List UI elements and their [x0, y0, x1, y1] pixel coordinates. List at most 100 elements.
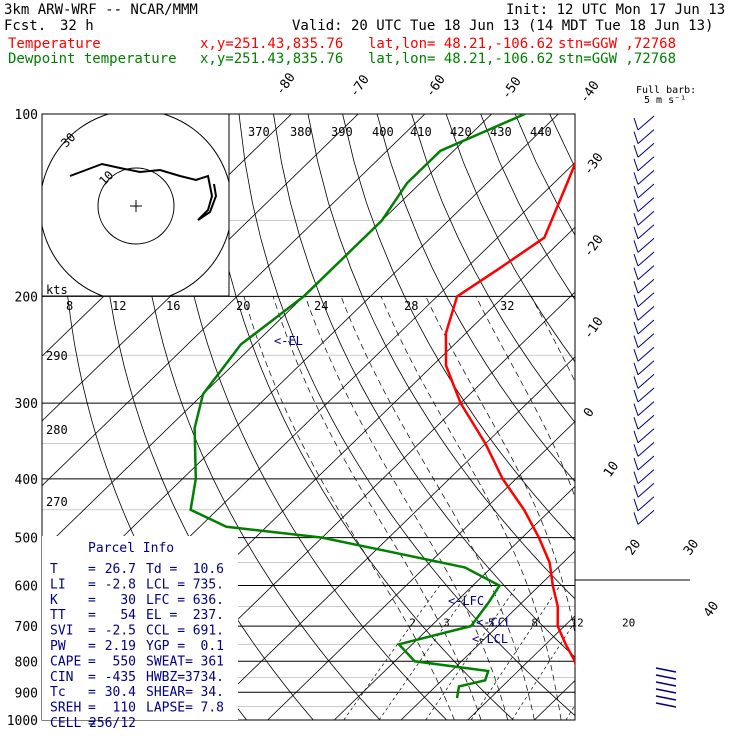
isotherm-label: 40: [701, 599, 722, 620]
temp-stn: stn=GGW ,72768: [558, 36, 677, 52]
wind-barb-shaft: [633, 213, 639, 226]
isotherm-label: 30: [681, 537, 702, 558]
parcel-row-value2: 3734.: [185, 670, 224, 685]
moist-adiabat-line: [243, 296, 455, 720]
dry-adiabat-line: [619, 114, 740, 720]
wind-barb-flag: [637, 401, 655, 416]
isotherm-label: -30: [581, 150, 607, 178]
moist-adiabat-line: [272, 296, 482, 720]
parcel-row-eq: =: [88, 654, 96, 669]
wind-barb-flag: [637, 115, 655, 131]
isotherm-label: -40: [577, 78, 603, 106]
parcel-row-eq: =: [88, 562, 96, 577]
wind-barb-flag: [637, 442, 655, 457]
isotherm-label: -80: [273, 70, 299, 98]
parcel-row-label2: Td =: [146, 562, 177, 577]
wind-barb-shaft: [633, 308, 639, 321]
wind-barb-flag: [637, 292, 655, 308]
pressure-tick-label: 700: [15, 620, 38, 635]
wind-barb-shaft: [633, 185, 639, 199]
pressure-tick-label: 500: [15, 532, 38, 547]
wind-barb-flag: [637, 510, 655, 525]
parcel-row-value: -2.8: [105, 577, 136, 592]
wind-barb-shaft: [633, 403, 639, 416]
wind-barb: [633, 482, 655, 498]
mixing-ratio-label: 8: [531, 616, 538, 629]
moist-adiabat-line: [380, 296, 562, 720]
plot-border: [41, 113, 576, 721]
isotherm-label: -20: [581, 232, 607, 260]
wind-barb: [633, 292, 655, 308]
wind-barb-flag: [637, 469, 655, 484]
pressure-tick-label: 200: [15, 290, 38, 305]
hodo-speed-label: 16: [166, 299, 180, 313]
dew-latlon: lat,lon= 48.21,-106.62: [368, 51, 554, 67]
mixing-ratio-label: 20: [622, 616, 635, 629]
wind-barb: [633, 510, 655, 525]
dry-adiabat-line: [273, 114, 575, 658]
dry-adiabat-line: [238, 114, 575, 717]
pressure-tick-label: 600: [15, 580, 38, 595]
isotherm-line: [534, 680, 575, 720]
parcel-row-label2: CCL =: [146, 624, 185, 639]
level-marker-label: <-LFC: [448, 594, 484, 608]
dry-adiabat-line: [169, 114, 447, 720]
mixing-ratio-label: 3: [443, 616, 450, 629]
dry-adiabat-line: [411, 114, 575, 423]
wind-barb-flag: [637, 414, 655, 430]
parcel-row-label2: YGP =: [146, 639, 185, 654]
wind-barb-shaft: [633, 335, 639, 348]
wind-barb-flag: [637, 238, 655, 253]
parcel-row-eq: =: [88, 670, 96, 685]
dry-adiabat-label: 410: [410, 125, 432, 139]
parcel-row-label2: LFC =: [146, 593, 185, 608]
wind-barb-flag: [637, 455, 655, 471]
hodo-ring-inner: [97, 167, 175, 245]
parcel-row-value: 256/12: [89, 716, 136, 731]
isotherm-line: [735, 114, 740, 720]
parcel-row-eq: =: [88, 701, 96, 716]
isotherm-label: -10: [581, 314, 607, 342]
parcel-row-label: Tc: [50, 685, 66, 700]
level-marker-label: <-EL: [274, 334, 303, 348]
wind-barb: [633, 442, 655, 457]
wind-barb: [633, 170, 655, 185]
wind-barb-shaft: [633, 498, 639, 511]
wind-barb: [633, 278, 655, 294]
wind-barb: [633, 238, 655, 253]
wind-barb-flag: [637, 428, 655, 444]
wind-barb-flag: [637, 333, 655, 348]
fcst-label: Fcst.: [4, 18, 47, 34]
wind-barb: [633, 387, 655, 403]
isotherm-line: [200, 356, 575, 720]
parcel-row-eq: =: [88, 639, 96, 654]
wind-barb-shaft: [633, 117, 639, 131]
wind-barb-shaft: [633, 158, 639, 171]
wind-barb-shaft: [633, 172, 639, 185]
isotherm-label: -70: [347, 72, 373, 100]
wind-barb: [633, 210, 655, 226]
parcel-row-label2: SWEAT=: [146, 654, 193, 669]
isotherm-line: [334, 485, 575, 720]
barb-legend-line1: Full barb:: [636, 85, 697, 96]
parcel-row-value: -435: [105, 670, 136, 685]
isotherm-line: [42, 114, 359, 422]
wind-barb-flag: [637, 265, 655, 280]
parcel-row-label: T: [50, 562, 58, 577]
dry-adiabat-label: 370: [248, 125, 270, 139]
wind-barb: [633, 401, 655, 416]
wind-barb: [633, 142, 655, 158]
parcel-row-value2: 237.: [193, 608, 224, 623]
model-title: 3km ARW-WRF -- NCAR/MMM: [4, 2, 198, 18]
wind-barb-shaft: [633, 457, 639, 471]
moist-adiabat-line: [425, 296, 575, 635]
wind-barb-flag: [637, 387, 655, 403]
parcel-row-eq: =: [88, 716, 96, 731]
wind-barb-flag: [637, 360, 655, 376]
wind-barb: [633, 156, 655, 172]
temp-xy: x,y=251.43,835.76: [200, 36, 344, 52]
mixing-ratio-label: 12: [571, 616, 584, 629]
isotherm-label: 20: [623, 537, 644, 558]
